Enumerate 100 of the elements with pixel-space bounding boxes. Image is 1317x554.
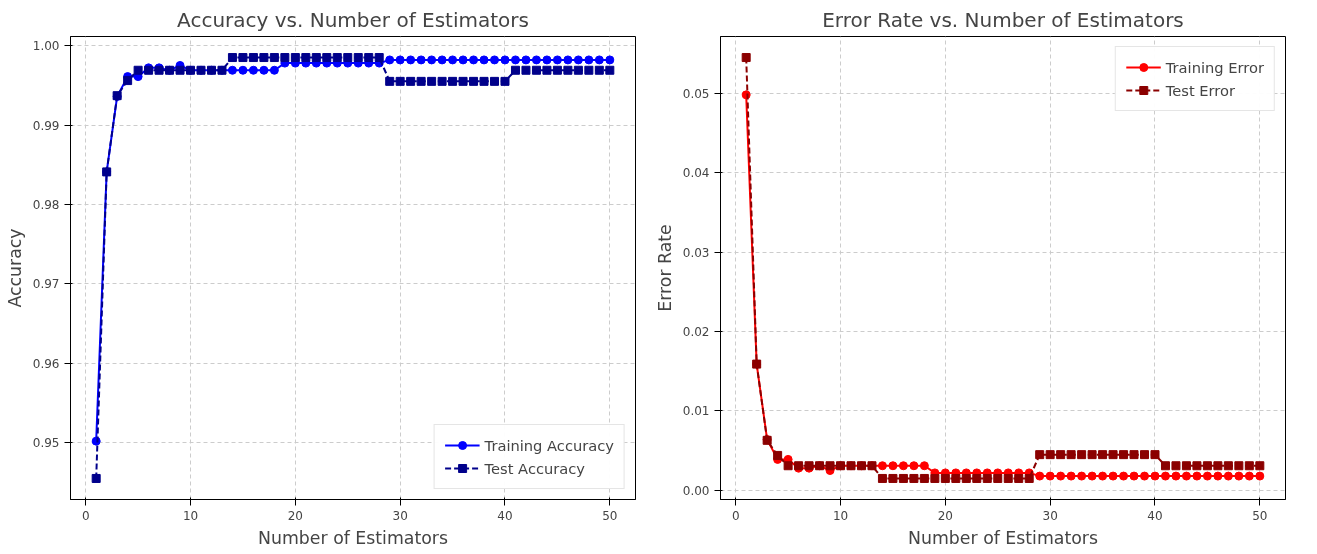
point [1181,471,1191,481]
point [531,65,541,75]
point [490,55,500,65]
x-tick-label: 20 [937,508,953,523]
point [552,65,562,75]
point [930,473,940,483]
point [427,55,437,65]
point [1066,471,1076,481]
point [951,473,961,483]
legend-label: Training Error [1165,58,1264,76]
point [406,76,416,86]
point [385,55,395,65]
point [521,55,531,65]
point [1181,461,1191,471]
point [437,55,447,65]
point [1024,473,1034,483]
y-tick-label: 0.02 [682,325,710,340]
point [458,55,468,65]
point [1035,450,1045,460]
point [1171,461,1181,471]
point [1213,471,1223,481]
point [888,461,898,471]
legend-label: Training Accuracy [484,436,614,454]
point [269,53,279,63]
y-tick-label: 0.03 [682,245,710,260]
x-tick-label: 10 [832,508,849,523]
point [584,65,594,75]
chart-title: Error Rate vs. Number of Estimators [822,7,1184,32]
y-tick-label: 0.97 [32,277,60,292]
point [395,76,405,86]
point [961,473,971,483]
point [364,53,374,63]
point [248,53,258,63]
point [332,53,342,63]
x-tick-label: 30 [392,508,408,523]
point [1056,471,1066,481]
point [91,473,101,483]
point [238,65,248,75]
point [510,65,520,75]
point [1129,450,1139,460]
point [1066,450,1076,460]
point [982,473,992,483]
point [1140,471,1150,481]
point [594,55,604,65]
point [940,473,950,483]
point [385,76,395,86]
y-tick-label: 1.00 [32,39,60,54]
point [877,461,887,471]
point [395,55,405,65]
x-tick-label: 50 [1252,508,1268,523]
point [479,55,489,65]
point [301,53,311,63]
point [322,53,332,63]
point [909,461,919,471]
point [353,53,363,63]
point [1192,461,1202,471]
point [1223,471,1233,481]
y-tick-label: 0.05 [682,86,710,101]
point [993,473,1003,483]
y-tick-label: 0.00 [682,483,710,498]
point [259,53,269,63]
x-tick-label: 10 [182,508,199,523]
point [1255,461,1265,471]
point [133,65,143,75]
point [531,55,541,65]
point [448,55,458,65]
point [1077,450,1087,460]
point [1202,471,1212,481]
point [437,76,447,86]
point [1087,450,1097,460]
point [490,76,500,86]
point [521,65,531,75]
point [227,53,237,63]
point [1223,461,1233,471]
legend-label: Test Error [1165,81,1236,99]
point [1255,471,1265,481]
point [584,55,594,65]
point [877,473,887,483]
point [416,76,426,86]
point [825,461,835,471]
point [175,65,185,75]
point [343,53,353,63]
point [1035,471,1045,481]
point [573,65,583,75]
x-tick-label: 50 [602,508,618,523]
point [542,55,552,65]
point [510,55,520,65]
point [741,53,751,63]
point [238,53,248,63]
point [1160,461,1170,471]
point [1244,461,1254,471]
point [1098,471,1108,481]
point [448,76,458,86]
point [227,65,237,75]
x-tick-label: 20 [287,508,303,523]
point [1077,471,1087,481]
point [1160,471,1170,481]
point [469,76,479,86]
point [573,55,583,65]
point [259,65,269,75]
